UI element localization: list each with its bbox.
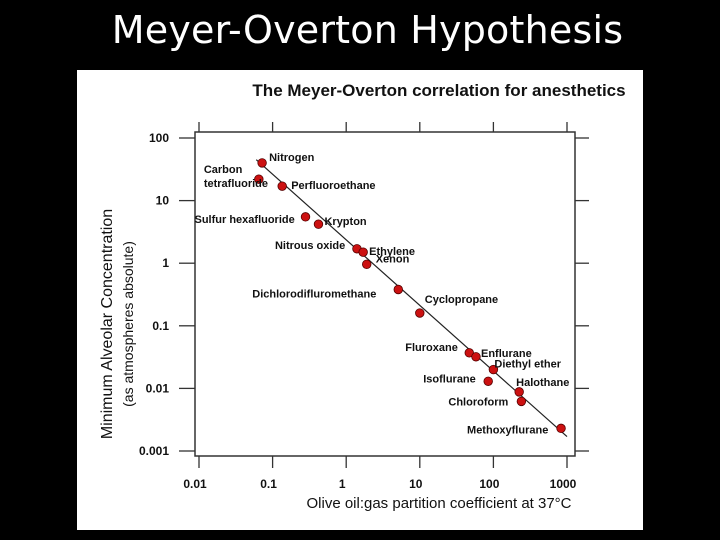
data-point-sulfur-hexafluoride	[300, 212, 311, 222]
data-point-perfluoroethane	[277, 181, 287, 191]
y-axis-label: Minimum Alveolar Concentration	[99, 209, 116, 439]
data-label: Cyclopropane	[425, 294, 498, 306]
data-label: Isoflurane	[423, 373, 476, 385]
data-point-ethylene	[358, 247, 368, 257]
data-label: Nitrous oxide	[275, 240, 345, 252]
data-label: Fluroxane	[405, 342, 458, 354]
data-labels: Nitrogen Carbon tetrafluoride Perfluoroetha…	[195, 152, 570, 436]
y-tick-label: 100	[149, 131, 169, 145]
x-axis: 0.01 0.1 1 10 100 1000	[183, 122, 577, 491]
slide-title: Meyer-Overton Hypothesis	[111, 8, 624, 52]
data-point-methoxyflurane	[556, 423, 566, 434]
data-label: Diethyl ether	[494, 359, 561, 371]
x-tick-label: 0.1	[260, 477, 277, 491]
data-point-xenon	[362, 259, 372, 270]
x-tick-label: 1000	[550, 477, 577, 491]
data-label: Xenon	[376, 253, 410, 265]
plot-frame	[194, 131, 576, 457]
figure-panel: The Meyer-Overton correlation for anesth…	[77, 70, 643, 530]
data-point-isoflurane	[483, 376, 493, 386]
chart-title: The Meyer-Overton correlation for anesth…	[252, 81, 625, 100]
data-label: Perfluoroethane	[291, 180, 375, 192]
scatter-chart: The Meyer-Overton correlation for anesth…	[99, 81, 626, 512]
x-tick-label: 1	[339, 477, 346, 491]
data-label: Enflurane	[481, 348, 532, 360]
data-point-dichlorodifluromethane	[393, 284, 403, 295]
data-label: Ethylene	[369, 246, 415, 258]
data-point-nitrogen	[257, 158, 267, 168]
y-axis: 0.001 0.01 0.1 1 10 100	[139, 131, 589, 458]
data-point-halothane	[514, 387, 524, 397]
data-label: Chloroform	[448, 396, 508, 408]
y-tick-label: 0.001	[139, 444, 169, 458]
data-label: Nitrogen	[269, 152, 315, 164]
y-tick-label: 1	[162, 256, 169, 270]
x-axis-label: Olive oil:gas partition coefficient at 3…	[306, 495, 571, 512]
data-label: Dichlorodifluromethane	[252, 289, 376, 301]
data-label: Carbon	[204, 164, 243, 176]
y-tick-label: 0.1	[152, 319, 169, 333]
data-point-carbon-tetrafluoride	[254, 174, 264, 184]
y-tick-label: 10	[156, 194, 170, 208]
y-axis-sublabel: (as atmospheres absolute)	[120, 241, 136, 407]
data-point-enflurane	[471, 352, 481, 362]
x-tick-label: 0.01	[183, 477, 207, 491]
data-label: Methoxyflurane	[467, 424, 548, 436]
data-label: Halothane	[516, 377, 569, 389]
data-points	[254, 158, 566, 434]
y-tick-label: 0.01	[146, 381, 170, 395]
data-label: tetrafluoride	[204, 178, 268, 190]
data-point-diethyl-ether	[488, 364, 499, 375]
x-tick-label: 100	[479, 477, 499, 491]
data-label: Krypton	[324, 216, 366, 228]
data-point-krypton	[313, 219, 324, 229]
x-tick-label: 10	[409, 477, 423, 491]
data-label: Sulfur hexafluoride	[195, 214, 295, 226]
data-point-cyclopropane	[415, 308, 425, 318]
data-point-chloroform	[516, 396, 527, 407]
